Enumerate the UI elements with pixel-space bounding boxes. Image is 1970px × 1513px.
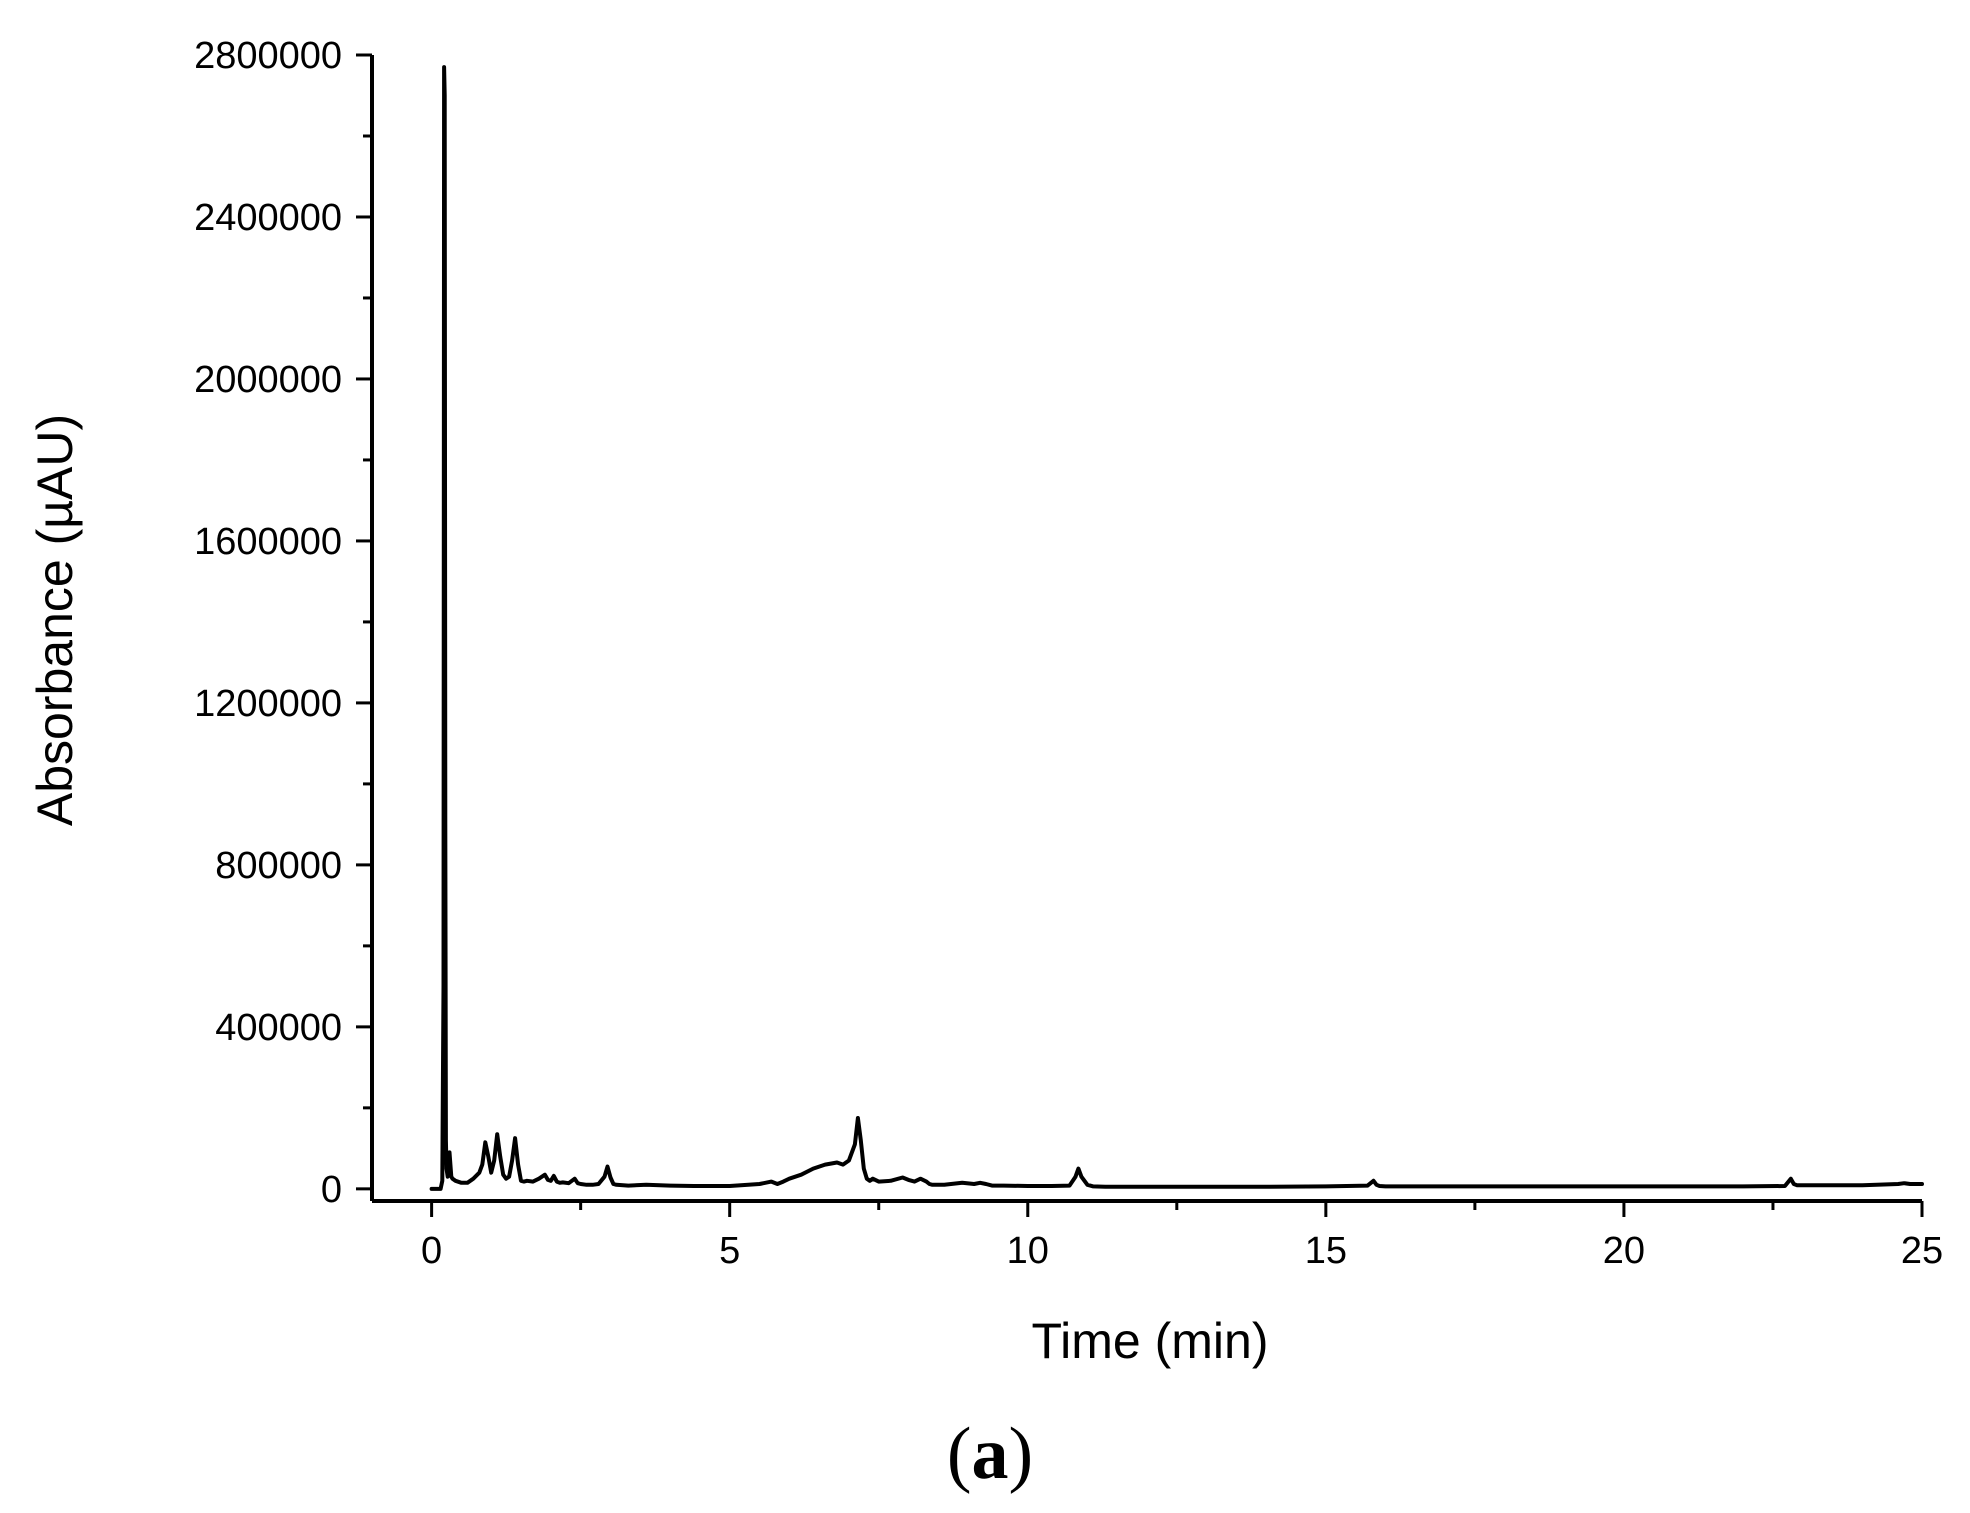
y-axis-title: Absorbance (µAU) — [27, 414, 83, 826]
panel-label: (a) — [947, 1413, 1033, 1495]
x-tick-label: 15 — [1305, 1230, 1347, 1272]
y-tick-label: 0 — [321, 1169, 342, 1211]
y-tick-label: 400000 — [215, 1007, 342, 1049]
y-tick-label: 1200000 — [194, 683, 342, 725]
x-tick-label: 25 — [1901, 1230, 1943, 1272]
series-line — [429, 65, 1924, 1191]
panel-label-close: ) — [1009, 1413, 1034, 1495]
y-tick-label: 2000000 — [194, 359, 342, 401]
x-tick-label: 5 — [719, 1230, 740, 1272]
y-tick-label: 1600000 — [194, 521, 342, 563]
y-tick-label: 800000 — [215, 845, 342, 887]
x-tick-labels: 0 5 10 15 20 25 — [421, 1230, 1943, 1272]
major-ticks — [356, 53, 1924, 1217]
y-tick-label: 2400000 — [194, 197, 342, 239]
panel-label-letter: a — [972, 1413, 1009, 1495]
x-axis-title: Time (min) — [1031, 1313, 1268, 1369]
y-tick-label: 2800000 — [194, 35, 342, 77]
panel-label-open: ( — [947, 1413, 972, 1495]
x-tick-label: 10 — [1007, 1230, 1049, 1272]
x-tick-label: 20 — [1603, 1230, 1645, 1272]
y-tick-labels: 0 400000 800000 1200000 1600000 2000000 240000… — [194, 35, 342, 1211]
x-tick-label: 0 — [421, 1230, 442, 1272]
